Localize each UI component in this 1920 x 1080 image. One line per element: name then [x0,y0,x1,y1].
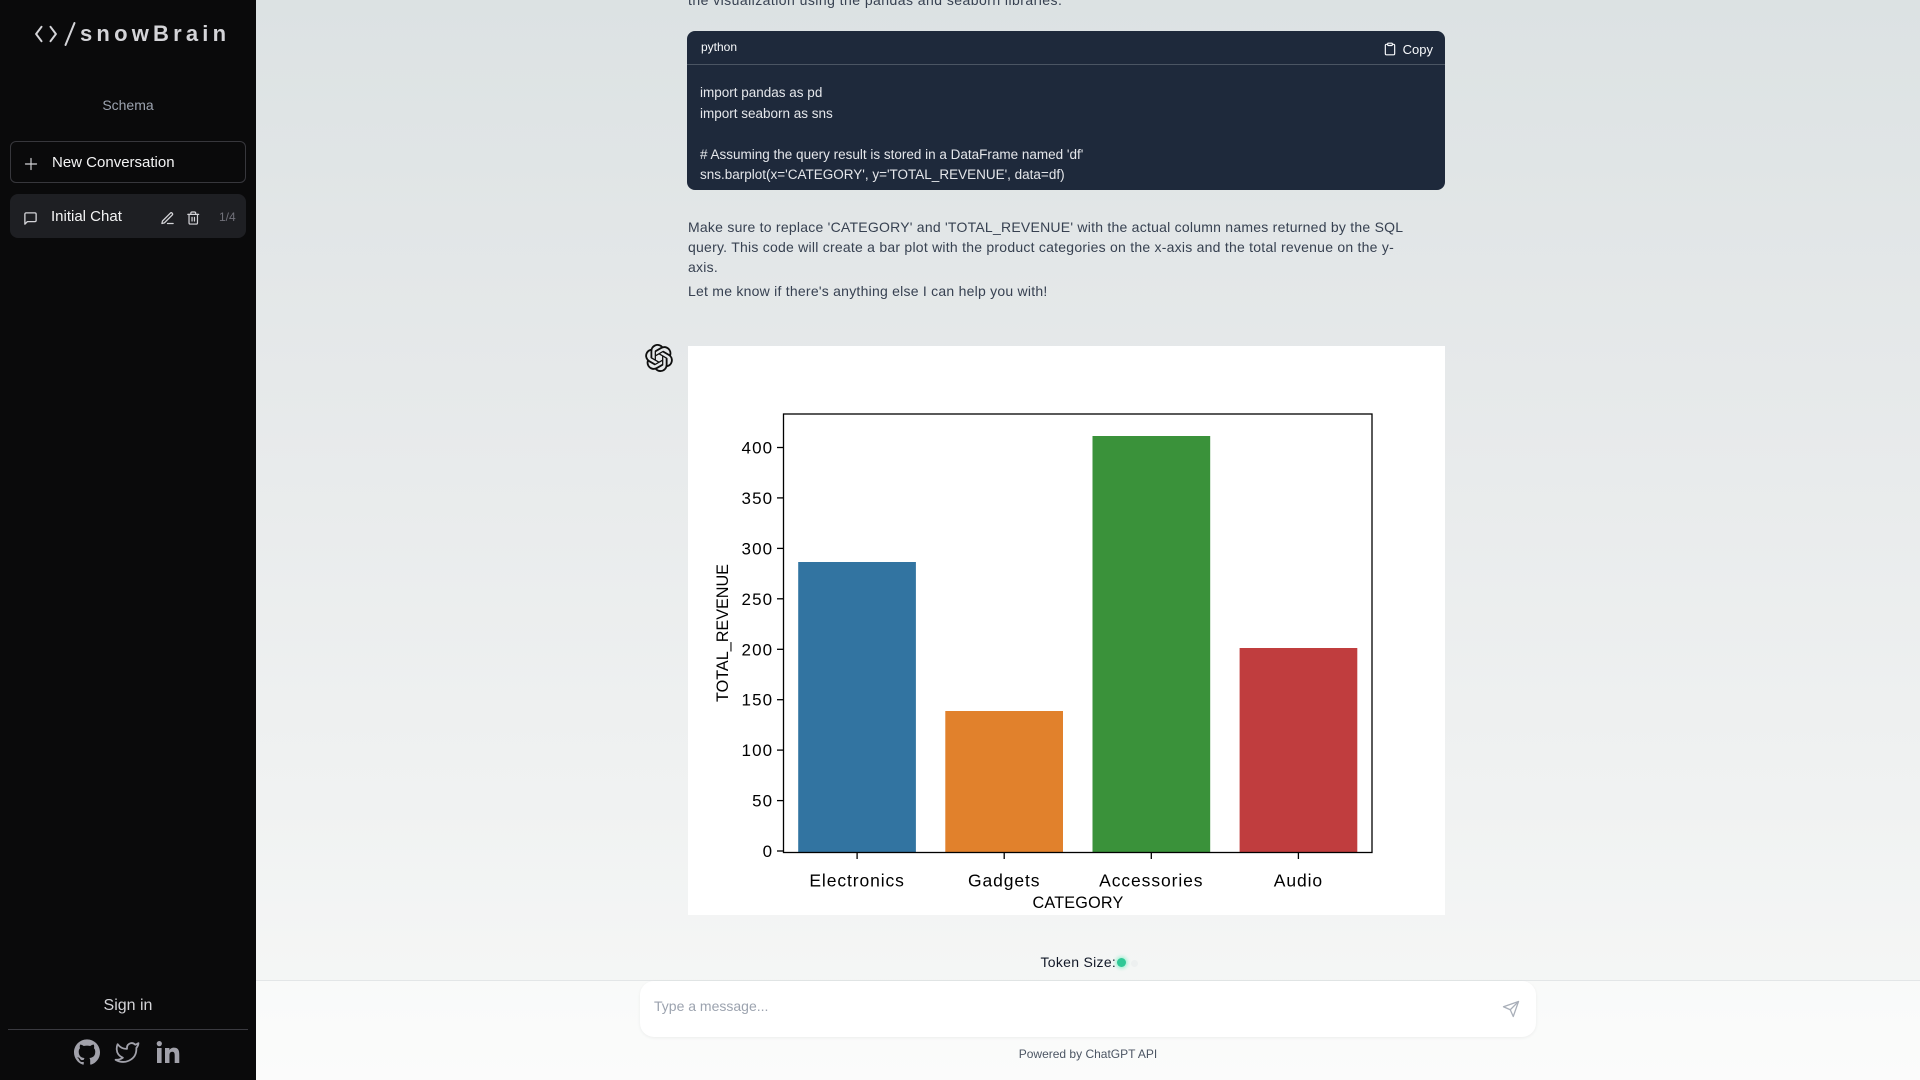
svg-text:150: 150 [742,691,774,710]
svg-text:Electronics: Electronics [809,871,905,891]
svg-text:Gadgets: Gadgets [968,871,1040,891]
svg-text:50: 50 [752,792,773,811]
svg-text:0: 0 [763,842,774,861]
svg-text:400: 400 [742,439,774,458]
svg-text:200: 200 [742,640,774,659]
svg-text:350: 350 [742,489,774,508]
svg-text:Accessories: Accessories [1099,871,1203,891]
svg-text:100: 100 [742,741,774,760]
svg-text:TOTAL_REVENUE: TOTAL_REVENUE [714,564,732,702]
svg-text:Audio: Audio [1274,871,1323,891]
svg-text:300: 300 [742,539,774,558]
svg-text:250: 250 [742,590,774,609]
svg-text:CATEGORY: CATEGORY [1033,894,1124,912]
